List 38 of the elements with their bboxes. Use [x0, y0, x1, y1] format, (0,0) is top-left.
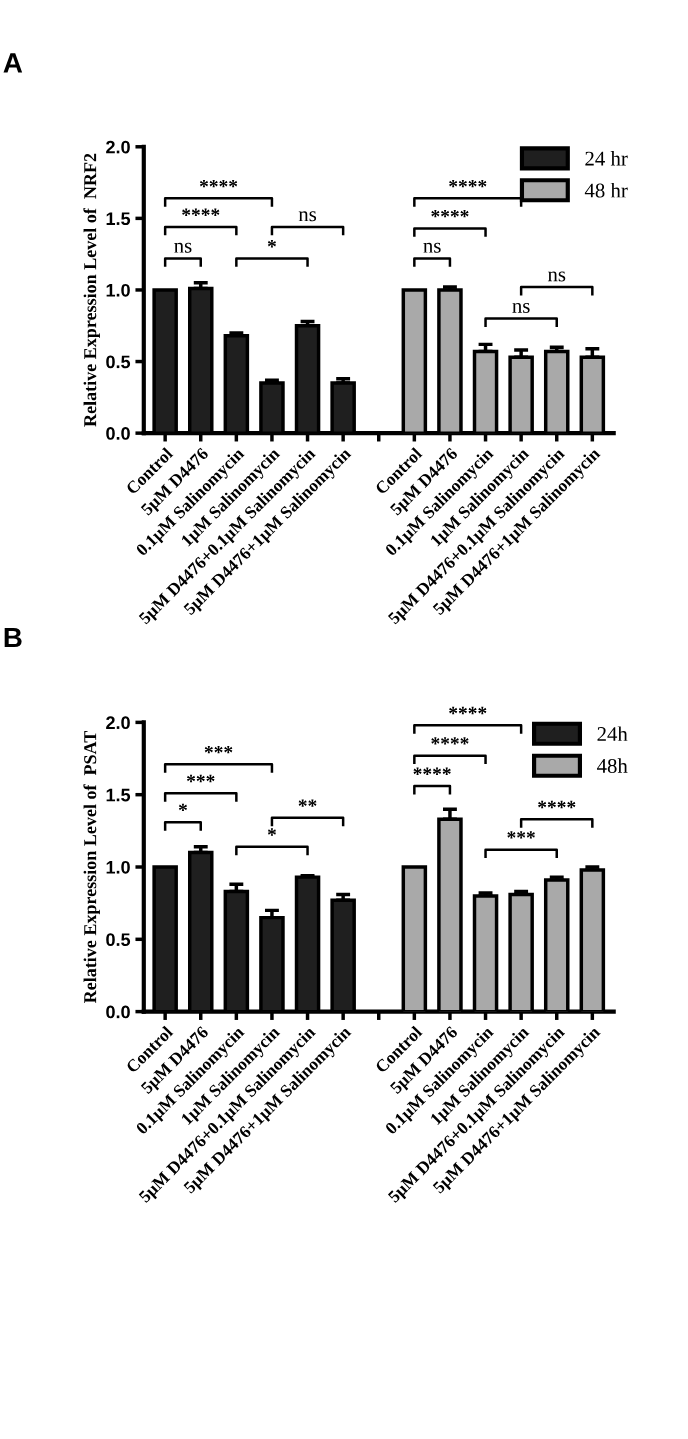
chart-title: A	[3, 53, 23, 73]
y-tick-label: 1.5	[106, 788, 131, 802]
text: ****	[449, 706, 487, 715]
y-axis-title: Relative Expression Level of NRF2	[83, 153, 100, 427]
y-tick-label: 1.0	[106, 283, 130, 297]
y-tick-label: 1.5	[106, 212, 131, 226]
annotation: ***	[186, 774, 215, 783]
y-axis-title: Relative Expression Level of PSAT	[83, 730, 100, 1004]
annotation: ***	[204, 745, 233, 754]
annotation: ns	[423, 242, 441, 253]
annotation: ****	[431, 737, 469, 745]
annotation: ns	[512, 302, 530, 313]
annotation: ****	[449, 179, 487, 188]
annotation: ****	[431, 209, 469, 218]
legend-label: 48 hr	[584, 182, 628, 198]
annotation: **	[298, 799, 317, 807]
y-tick-label: 2.0	[106, 716, 130, 730]
annotation: *	[178, 803, 187, 812]
annotation: *	[267, 240, 276, 248]
annotation: ns	[174, 242, 192, 253]
y-tick-label: 2.0	[106, 140, 130, 154]
legend-label: 24 hr	[585, 150, 628, 166]
annotation: ns	[298, 211, 317, 222]
chart-title: B	[4, 627, 22, 648]
annotation: ****	[182, 208, 220, 216]
annotation: ns	[547, 271, 566, 282]
annotation: ****	[413, 767, 451, 775]
y-tick-label: 0.5	[106, 355, 131, 369]
legend-label: 48h	[597, 758, 628, 773]
y-tick-label: 0.0	[106, 1005, 130, 1019]
annotation: ****	[538, 800, 576, 809]
y-tick-label: 0.5	[106, 933, 131, 947]
annotation: ***	[507, 831, 535, 839]
legend-label: 24h	[597, 726, 628, 741]
annotation: *	[267, 828, 276, 836]
y-tick-label: 1.0	[106, 860, 130, 874]
annotation: ****	[199, 179, 238, 188]
y-tick-label: 0.0	[106, 427, 130, 440]
